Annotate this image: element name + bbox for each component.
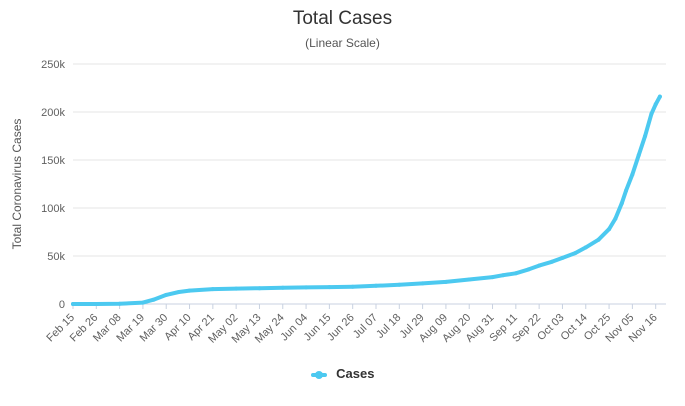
data-point[interactable]	[350, 284, 355, 289]
data-point[interactable]	[164, 292, 169, 297]
legend-swatch	[310, 370, 327, 379]
y-tick-label: 50k	[47, 251, 65, 263]
data-point[interactable]	[624, 188, 628, 193]
x-tick-label: Jul 07	[351, 312, 380, 341]
data-point[interactable]	[643, 134, 648, 138]
y-tick-label: 100k	[41, 203, 65, 215]
data-point[interactable]	[280, 285, 285, 290]
data-point[interactable]	[526, 267, 531, 272]
chart-title: Total Cases	[292, 8, 393, 29]
series-layer	[71, 94, 662, 306]
data-point[interactable]	[501, 273, 506, 278]
y-tick-label: 150k	[41, 155, 65, 167]
data-point[interactable]	[304, 285, 309, 290]
data-point[interactable]	[537, 263, 542, 268]
y-axis-label: Total Coronavirus Cases	[10, 119, 24, 250]
data-point[interactable]	[467, 277, 472, 282]
data-point[interactable]	[657, 94, 662, 99]
y-tick-label: 200k	[41, 107, 65, 119]
data-point[interactable]	[636, 153, 641, 158]
data-point[interactable]	[490, 275, 495, 280]
data-point[interactable]	[607, 227, 612, 232]
data-point[interactable]	[151, 297, 156, 302]
data-point[interactable]	[327, 285, 332, 290]
gridlines	[73, 63, 666, 305]
data-point[interactable]	[117, 301, 122, 306]
chart-subtitle: (Linear Scale)	[305, 36, 380, 50]
y-tick-label: 0	[59, 299, 65, 311]
y-tick-label: 250k	[41, 59, 65, 71]
data-point[interactable]	[649, 111, 654, 116]
data-point[interactable]	[596, 237, 601, 242]
data-point[interactable]	[374, 283, 378, 288]
x-tick-label: Jul 18	[374, 312, 403, 341]
data-point[interactable]	[613, 216, 618, 221]
data-point[interactable]	[549, 259, 554, 264]
data-point[interactable]	[420, 281, 425, 286]
data-point[interactable]	[630, 172, 635, 177]
data-point[interactable]	[573, 251, 578, 256]
data-point[interactable]	[210, 287, 215, 292]
data-point[interactable]	[187, 288, 192, 293]
data-point[interactable]	[234, 286, 239, 291]
data-point[interactable]	[257, 286, 262, 291]
data-point[interactable]	[653, 102, 658, 107]
data-point[interactable]	[140, 300, 145, 305]
data-point[interactable]	[513, 271, 518, 276]
data-point[interactable]	[560, 255, 565, 260]
data-point[interactable]	[397, 282, 402, 287]
data-point[interactable]	[583, 245, 588, 250]
data-point[interactable]	[619, 201, 624, 206]
data-point[interactable]	[176, 290, 181, 294]
data-point[interactable]	[443, 279, 448, 284]
legend[interactable]: Cases	[0, 366, 685, 381]
series-line-cases[interactable]	[71, 94, 662, 306]
y-axis: 0 50k 100k 150k 200k 250k	[41, 59, 65, 311]
data-point[interactable]	[94, 302, 99, 306]
data-point[interactable]	[71, 302, 75, 306]
legend-label[interactable]: Cases	[336, 366, 375, 381]
